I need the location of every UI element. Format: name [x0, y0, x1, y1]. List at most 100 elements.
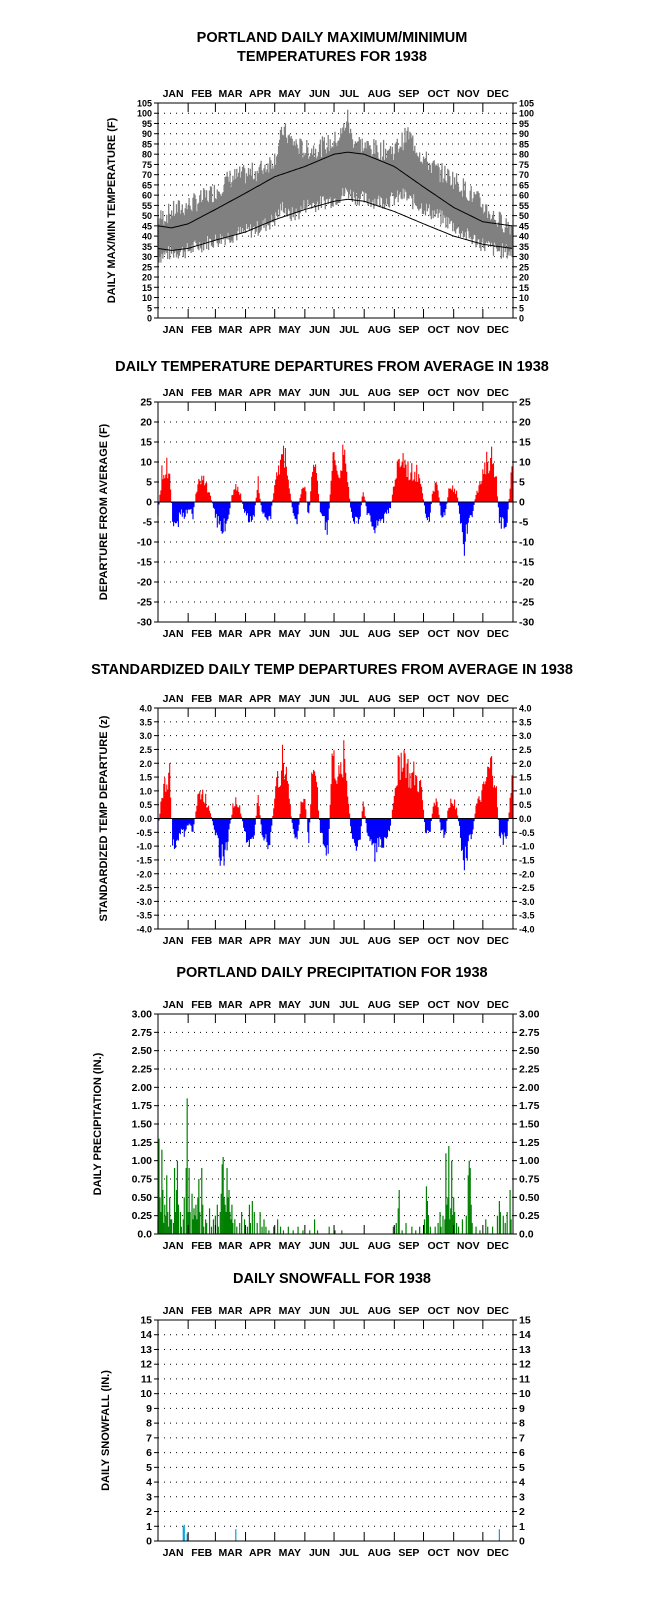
month-label-bottom: JUL: [339, 1240, 359, 1252]
positive-departure-bars: [159, 740, 513, 819]
y-tick-label-right: 105: [519, 99, 534, 109]
y-tick-label-right: 11: [519, 1373, 530, 1385]
y-tick-label-right: -5: [519, 517, 528, 529]
y-tick-label-right: 55: [519, 201, 529, 211]
y-tick-label-left: 4.0: [139, 704, 152, 714]
y-tick-label-right: 45: [519, 221, 529, 231]
month-label-bottom: JUL: [339, 1547, 359, 1559]
y-tick-label-left: -2.5: [136, 883, 152, 893]
y-axis-label: DAILY PRECIPITATION (IN.): [92, 1052, 104, 1195]
month-label-bottom: AUG: [368, 935, 391, 947]
month-label-bottom: MAY: [279, 628, 301, 640]
month-label-bottom: APR: [249, 935, 272, 947]
y-tick-label-right: -3.5: [519, 911, 535, 921]
y-tick-label-right: 10: [519, 1388, 531, 1400]
positive-departure-bars: [159, 444, 513, 502]
y-tick-label-left: 65: [142, 180, 152, 190]
y-tick-label-right: 15: [519, 283, 529, 293]
y-tick-label-left: 25: [142, 262, 152, 272]
y-tick-label-right: 1.25: [519, 1137, 540, 1149]
y-tick-label-right: -30: [519, 617, 534, 629]
y-tick-label-left: 25: [140, 397, 152, 409]
month-label-bottom: JAN: [163, 1547, 184, 1559]
month-label-top: FEB: [191, 999, 212, 1011]
y-tick-label-right: 2.0: [519, 759, 532, 769]
y-tick-label-left: 11: [141, 1373, 152, 1385]
y-tick-label-right: 14: [519, 1329, 531, 1341]
month-label-top: DEC: [487, 999, 510, 1011]
y-tick-label-left: 15: [140, 1315, 152, 1327]
y-tick-label-left: 3: [146, 1491, 152, 1503]
y-tick-label-left: 0.0: [139, 814, 152, 824]
y-tick-label-left: 0.0: [137, 1229, 152, 1241]
month-label-top: JAN: [163, 387, 184, 399]
month-label-top: DEC: [487, 1305, 510, 1317]
y-tick-label-left: 2.00: [132, 1082, 153, 1094]
y-tick-label-left: 1.5: [139, 773, 152, 783]
month-label-top: JAN: [163, 1305, 184, 1317]
plot-frame: [157, 1319, 514, 1542]
y-tick-label-left: 0.75: [132, 1174, 153, 1186]
y-tick-label-left: -15: [137, 557, 152, 569]
month-label-bottom: OCT: [428, 628, 451, 640]
y-tick-label-left: 5: [146, 477, 152, 489]
y-tick-label-left: 40: [142, 232, 152, 242]
y-tick-label-left: -30: [137, 617, 152, 629]
month-label-bottom: APR: [249, 1547, 272, 1559]
plot-frame: [157, 401, 514, 623]
month-label-top: MAY: [279, 1305, 301, 1317]
month-label-bottom: FEB: [191, 935, 212, 947]
y-tick-label-right: 4.0: [519, 704, 532, 714]
y-tick-label-left: 3.00: [132, 1009, 153, 1021]
y-tick-label-right: 70: [519, 170, 529, 180]
y-tick-label-left: -1.0: [136, 842, 152, 852]
chart-title: DAILY SNOWFALL FOR 1938: [233, 1271, 431, 1287]
month-label-bottom: FEB: [191, 1547, 212, 1559]
chart-title: PORTLAND DAILY PRECIPITATION FOR 1938: [176, 965, 487, 981]
y-tick-label-right: 35: [519, 242, 529, 252]
month-label-top: JUN: [309, 999, 330, 1011]
y-tick-label-left: 60: [142, 191, 152, 201]
month-label-top: APR: [249, 1305, 272, 1317]
y-tick-label-right: 0: [519, 314, 524, 324]
y-tick-label-right: 0.50: [519, 1192, 540, 1204]
month-label-top: MAR: [218, 387, 242, 399]
y-tick-label-left: -2.0: [136, 869, 152, 879]
month-label-top: FEB: [191, 387, 212, 399]
month-label-bottom: MAR: [218, 935, 242, 947]
month-label-top: OCT: [428, 999, 451, 1011]
y-tick-label-left: 0: [146, 497, 152, 509]
month-label-bottom: SEP: [398, 935, 419, 947]
month-label-top: JUL: [339, 88, 359, 100]
y-tick-label-left: 13: [140, 1344, 152, 1356]
y-tick-label-left: 3.5: [139, 717, 152, 727]
y-tick-label-right: 15: [519, 437, 531, 449]
month-label-bottom: AUG: [368, 324, 391, 336]
month-label-bottom: SEP: [398, 1240, 419, 1252]
month-label-top: NOV: [457, 1305, 480, 1317]
y-tick-label-right: -3.0: [519, 897, 535, 907]
y-tick-label-left: 100: [137, 109, 152, 119]
y-tick-label-left: 2.50: [132, 1045, 153, 1057]
y-tick-label-left: 1.50: [132, 1119, 153, 1131]
y-tick-label-left: 70: [142, 170, 152, 180]
chart-title: PORTLAND DAILY MAXIMUM/MINIMUM: [197, 30, 468, 46]
y-tick-label-left: 3.0: [139, 731, 152, 741]
month-label-top: SEP: [398, 693, 419, 705]
month-label-bottom: JUN: [309, 1240, 330, 1252]
chart-precip: PORTLAND DAILY PRECIPITATION FOR 1938 DAI…: [92, 965, 540, 1252]
y-tick-label-left: 2.75: [132, 1027, 153, 1039]
y-tick-label-left: 5: [146, 1462, 152, 1474]
y-tick-label-right: 2: [519, 1506, 525, 1518]
y-tick-label-right: 12: [519, 1359, 531, 1371]
y-axis-label: DAILY MAX/MIN TEMPERATURE (F): [106, 117, 118, 303]
y-tick-label-left: -5: [143, 517, 152, 529]
month-label-top: JUL: [339, 693, 359, 705]
month-label-bottom: SEP: [398, 628, 419, 640]
chart-standardized: STANDARDIZED DAILY TEMP DEPARTURES FROM …: [91, 662, 573, 947]
y-tick-label-right: 5: [519, 303, 524, 313]
chart-title: DAILY TEMPERATURE DEPARTURES FROM AVERAG…: [115, 359, 549, 375]
chart-temps: PORTLAND DAILY MAXIMUM/MINIMUM TEMPERATUR…: [106, 30, 534, 336]
y-tick-label-left: 35: [142, 242, 152, 252]
month-label-top: MAY: [279, 88, 301, 100]
